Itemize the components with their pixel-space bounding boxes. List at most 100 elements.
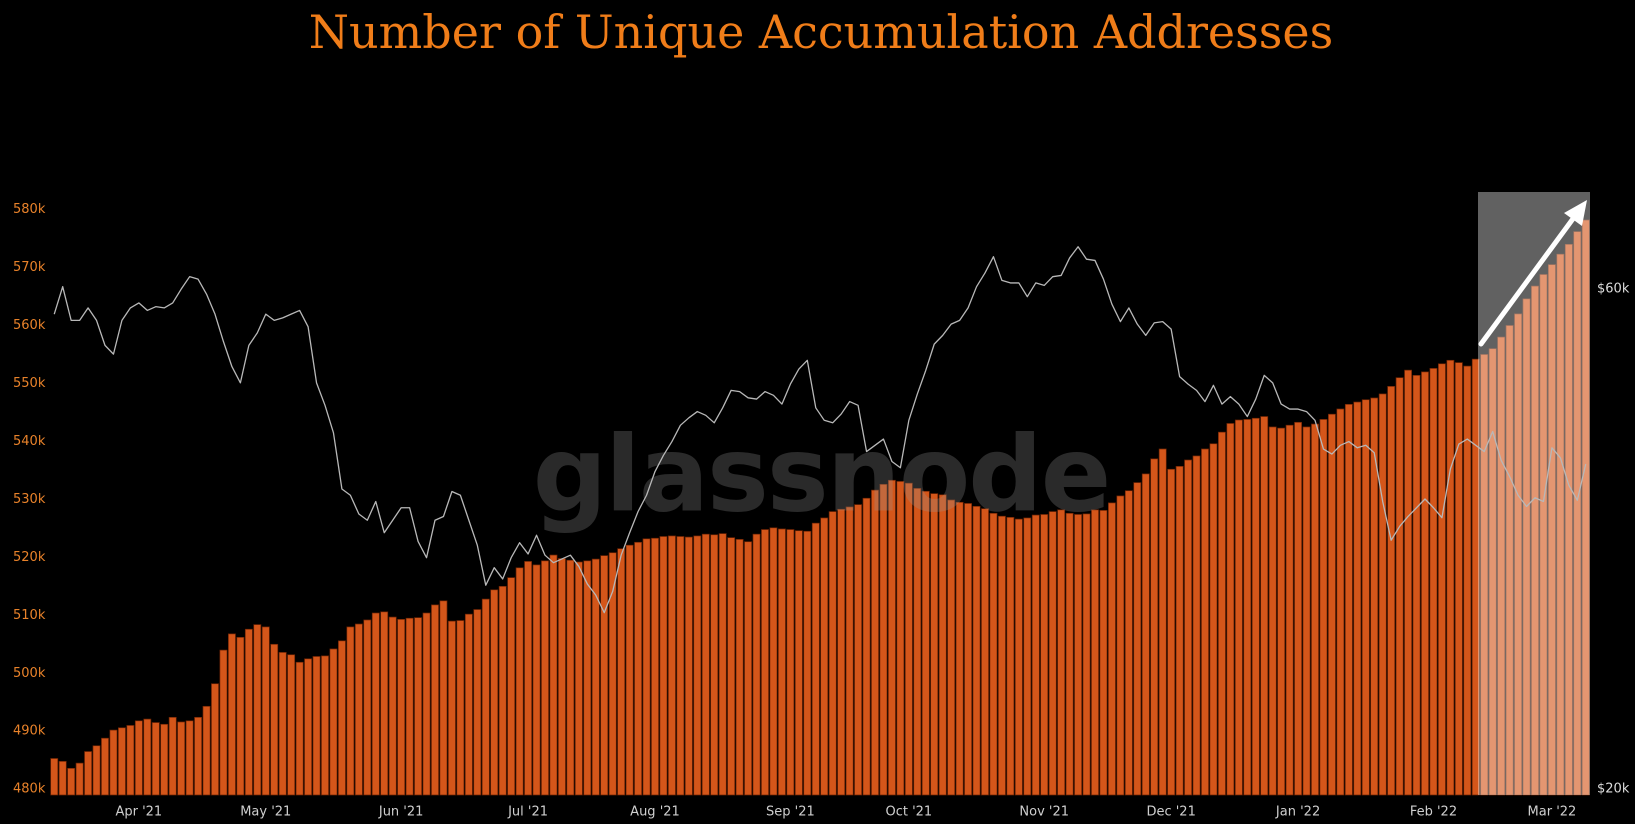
price-line [53,246,1587,614]
bar [1429,368,1438,796]
bar [532,564,541,796]
bar [329,648,338,796]
bar [794,530,803,796]
bar [981,508,989,796]
bar [261,626,270,796]
bar [541,560,549,796]
bar [845,506,854,796]
bar [1573,231,1582,796]
bar [820,517,829,796]
bar [591,558,600,796]
bar [693,535,702,796]
bar [1108,502,1116,796]
bar [414,617,422,796]
bar [744,541,752,796]
y-tick-label: 520k [13,550,46,565]
bar [955,501,964,796]
x-tick-label: Sep '21 [766,805,815,820]
bar [1480,354,1489,796]
bar [270,643,279,796]
bar [1048,511,1057,796]
bar [574,561,583,796]
bar [1387,386,1396,796]
bar [321,655,329,796]
bar [312,656,321,796]
bar [126,725,135,796]
bar [913,488,922,796]
bar [287,654,296,796]
bar [1082,513,1091,796]
bar [194,716,202,796]
y-tick-label: 480k [13,782,46,797]
bar [558,558,566,796]
bar [371,612,380,796]
x-tick-label: Jul '21 [507,805,548,820]
bar [1471,358,1480,796]
bar [862,497,871,796]
bar [1243,419,1252,796]
bar [1421,371,1429,796]
bar [1158,448,1167,796]
bar [1564,244,1573,796]
arrow-shaft [1478,213,1578,347]
bar [244,628,253,796]
bar [1124,490,1133,796]
bar [354,623,363,796]
highlight-box [1478,192,1590,795]
bar [228,633,236,796]
bar [1454,362,1463,796]
bar [1505,325,1514,796]
bar [1141,473,1150,796]
bar [1175,466,1184,796]
bar [989,512,998,796]
bar [304,658,312,796]
bar [625,544,634,796]
bar [1581,219,1590,796]
bar [397,619,406,796]
y-tick-label: 530k [13,492,46,507]
bars [50,219,1590,796]
bar [92,745,101,796]
bar [1556,253,1565,796]
y-tick-label: 510k [13,608,46,623]
lines [53,246,1587,614]
bar [718,533,727,796]
bar [1344,403,1353,796]
bar [1116,495,1125,796]
y2-tick-label: $60k [1597,282,1630,297]
bar [761,529,769,796]
bar [1192,455,1201,796]
bar [151,722,160,796]
bar [634,541,642,796]
x-tick-label: Jan '22 [1275,805,1320,820]
bar [118,727,126,796]
bar [380,611,389,796]
bar [524,561,532,796]
bar [490,589,499,796]
bar [752,533,761,796]
bar [1539,274,1548,796]
bar [710,534,719,796]
bar [583,560,592,796]
bar [473,609,482,796]
bar [778,528,786,796]
bar [803,530,812,796]
bar [964,503,972,796]
bar [1311,423,1319,796]
y-tick-label: 550k [13,376,46,391]
y-tick-label: 540k [13,434,46,449]
bar [185,720,194,796]
bar [177,721,186,796]
bar [651,537,659,796]
bar [143,718,152,796]
bar [1395,377,1404,796]
bar [837,508,846,796]
bar [871,489,879,796]
axes: 480k 490k 500k 510k 520k 530k 540k 550k 560k 570k… [13,202,1630,819]
bar [278,652,287,796]
bar [735,539,744,796]
trend-arrow [1478,200,1587,347]
x-tick-label: Nov '21 [1019,805,1069,820]
x-tick-label: Mar '22 [1528,805,1577,820]
